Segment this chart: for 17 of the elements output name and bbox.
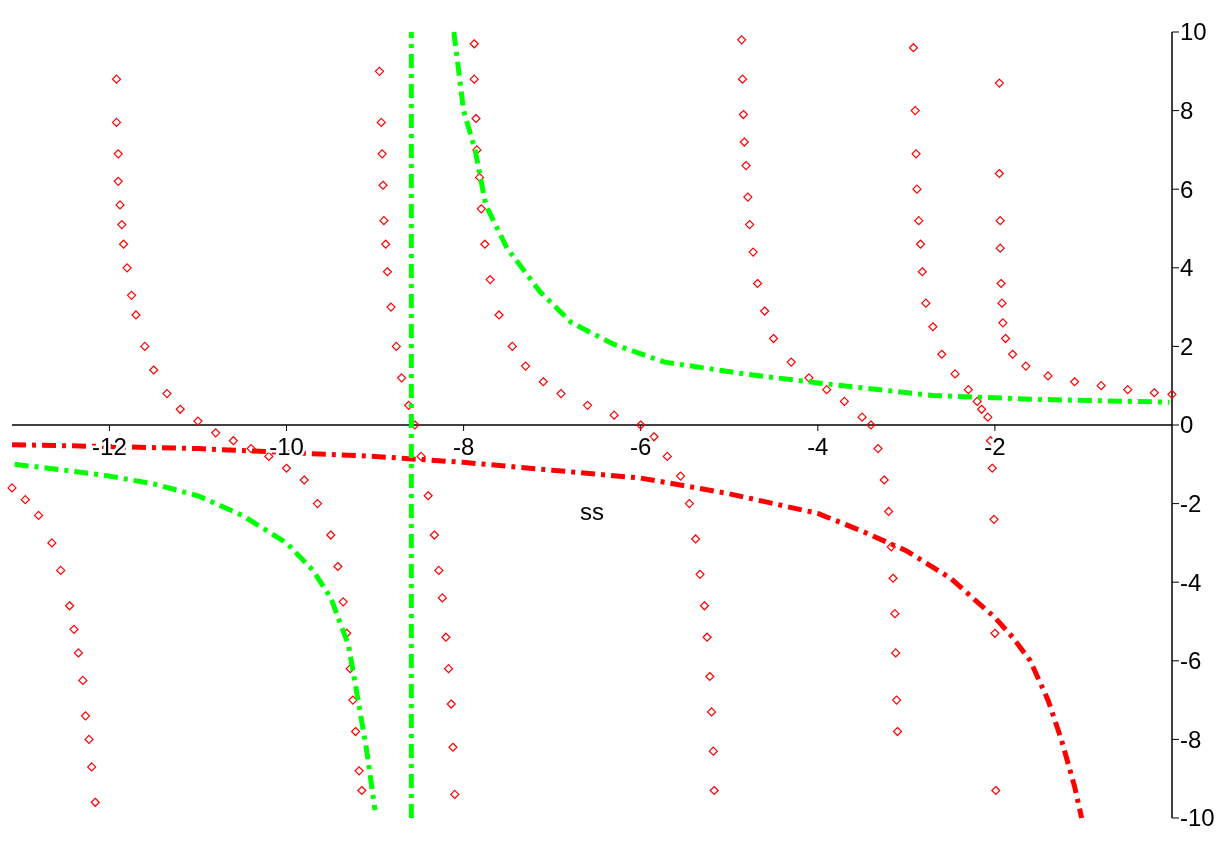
y-tick-label: 4 bbox=[1180, 254, 1194, 282]
y-tick-label: -8 bbox=[1180, 725, 1202, 753]
y-tick-label: 6 bbox=[1180, 175, 1194, 203]
y-tick-label: -2 bbox=[1180, 490, 1202, 517]
y-tick-label: -4 bbox=[1180, 568, 1202, 596]
y-tick-label: -6 bbox=[1180, 647, 1202, 675]
x-tick-label: -6 bbox=[630, 433, 652, 460]
x-axis-title: ss bbox=[580, 498, 604, 525]
y-tick-label: 10 bbox=[1180, 18, 1207, 46]
x-tick-label: -8 bbox=[452, 433, 475, 460]
y-tick-label: 8 bbox=[1180, 97, 1194, 124]
x-tick-label: -2 bbox=[984, 433, 1006, 460]
y-tick-label: 2 bbox=[1180, 332, 1194, 360]
y-tick-label: -10 bbox=[1180, 804, 1215, 832]
x-tick-label: -10 bbox=[269, 433, 304, 460]
y-tick-label: 0 bbox=[1180, 411, 1194, 439]
x-tick-label: -4 bbox=[807, 433, 829, 460]
